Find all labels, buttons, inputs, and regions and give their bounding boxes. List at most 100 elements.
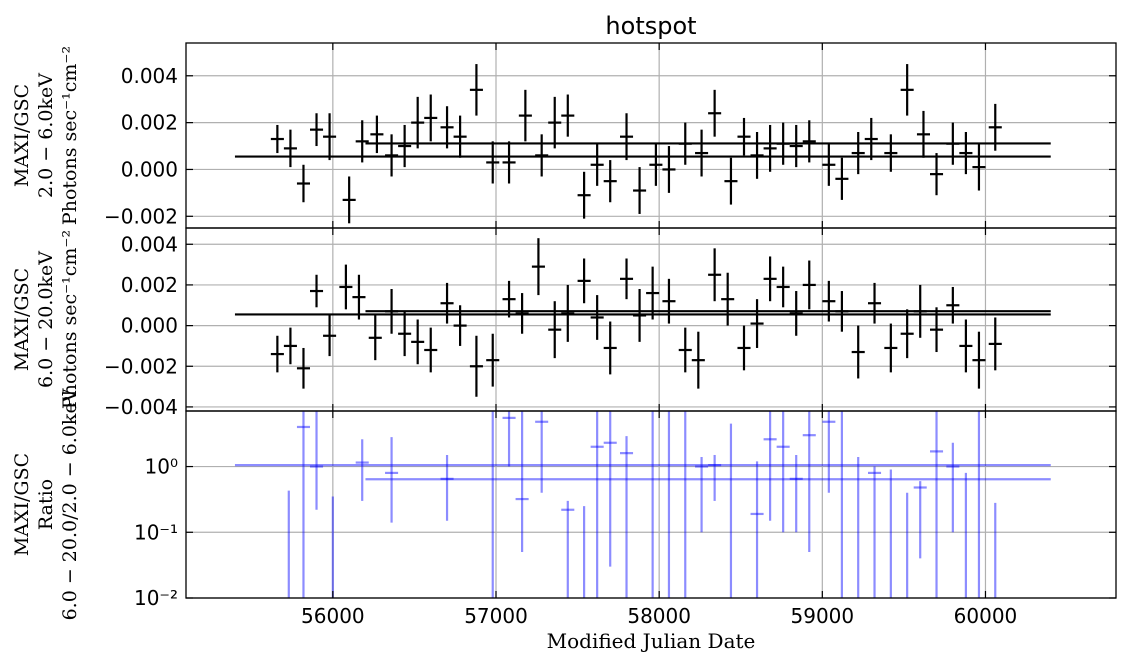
data-point: [802, 260, 816, 310]
data-point: [469, 64, 483, 116]
data-point: [900, 64, 914, 116]
data-point: [822, 143, 836, 186]
data-point: [385, 134, 399, 177]
data-point: [486, 141, 500, 184]
data-point: [946, 286, 960, 324]
data-point: [763, 256, 777, 302]
x-tick-label: 59000: [791, 604, 855, 628]
data-point: [440, 454, 454, 521]
panel-soft: −0.002 0.000 0.002 0.004 MAXI/GSC 2.0 − 6.0ke…: [11, 42, 1117, 229]
data-point: [270, 335, 284, 373]
data-point: [502, 411, 516, 467]
data-point: [548, 96, 562, 149]
data-point: [590, 411, 604, 598]
data-point: [851, 325, 865, 379]
data-point: [678, 122, 692, 165]
data-point: [972, 331, 986, 389]
data-point: [708, 248, 722, 302]
data-point: [835, 157, 849, 200]
data-point: [296, 347, 310, 389]
data-point: [972, 143, 986, 191]
data-point: [515, 293, 529, 334]
data-point: [776, 411, 790, 533]
data-point: [721, 272, 735, 326]
data-point: [776, 122, 790, 165]
data-point: [789, 454, 803, 533]
data-point: [385, 289, 399, 334]
data-point: [310, 411, 324, 510]
data-point: [900, 309, 914, 359]
data-point: [724, 157, 738, 205]
data-point: [633, 167, 647, 214]
data-point: [355, 120, 369, 163]
y-tick-label: −0.002: [104, 354, 178, 378]
data-point: [323, 315, 337, 357]
data-point: [398, 311, 412, 357]
data-point: [339, 264, 353, 310]
data-point: [603, 160, 617, 203]
x-tick-label: 57000: [464, 604, 528, 628]
y-axis-label-line: MAXI/GSC: [11, 84, 33, 187]
data-point: [662, 278, 676, 324]
y-tick-label: 0.002: [121, 111, 178, 135]
data-point: [930, 153, 944, 196]
data-point: [310, 274, 324, 308]
y-tick-label: 0.002: [121, 273, 178, 297]
data-point: [577, 171, 591, 219]
data-point: [531, 238, 545, 296]
data-point: [789, 291, 803, 336]
data-point: [515, 411, 529, 553]
y-tick-label: 0.000: [121, 157, 178, 181]
data-point: [561, 94, 575, 137]
data-point: [851, 131, 865, 175]
data-point: [750, 299, 764, 348]
data-point: [776, 266, 790, 308]
data-point: [296, 164, 310, 203]
y-tick-label: 10⁰: [145, 455, 178, 479]
y-axis-label-line: 6.0 − 20.0/2.0 − 6.0keV: [59, 388, 81, 620]
data-point: [283, 327, 297, 365]
data-point: [868, 466, 882, 598]
data-point: [988, 317, 1002, 371]
data-point: [649, 143, 663, 186]
data-point: [930, 307, 944, 353]
data-point: [884, 134, 898, 172]
data-point: [913, 481, 927, 559]
x-tick-label: 56000: [301, 604, 365, 628]
data-point: [750, 131, 764, 179]
data-point: [633, 289, 647, 342]
data-point: [662, 146, 676, 193]
data-point: [802, 411, 816, 553]
y-axis-label-line: Ratio: [35, 479, 57, 530]
y-axis-label-line: Photons sec⁻¹cm⁻²: [59, 230, 81, 409]
data-point: [502, 280, 516, 318]
data-point: [469, 335, 483, 397]
y-axis-label-line: MAXI/GSC: [11, 268, 33, 371]
data-point: [737, 325, 751, 371]
data-point: [946, 442, 960, 533]
data-point: [453, 305, 467, 346]
data-point: [930, 411, 944, 598]
y-tick-label: 0.004: [121, 64, 178, 88]
y-axis-label-line: 6.0 − 20.0keV: [35, 251, 57, 388]
data-point: [535, 134, 549, 177]
data-point: [440, 282, 454, 324]
data-point: [620, 436, 634, 598]
data-point: [411, 96, 425, 149]
data-point: [603, 411, 617, 567]
data-point: [695, 129, 709, 177]
panel-frame: [185, 410, 1117, 599]
data-point: [486, 333, 500, 387]
y-tick-label: 10⁻²: [134, 586, 178, 610]
data-point: [763, 124, 777, 172]
data-point: [802, 120, 816, 163]
data-point: [913, 284, 927, 338]
data-point: [590, 295, 604, 340]
panel-ratio: 10⁻² 10⁻¹ 10⁰ MAXI/GSC Ratio 6.0 − 20.0/2.0 −…: [11, 388, 1117, 628]
data-point: [535, 411, 549, 493]
x-tick-label: 60000: [954, 604, 1018, 628]
x-axis-label: Modified Julian Date: [547, 629, 756, 653]
data-point: [352, 274, 366, 320]
